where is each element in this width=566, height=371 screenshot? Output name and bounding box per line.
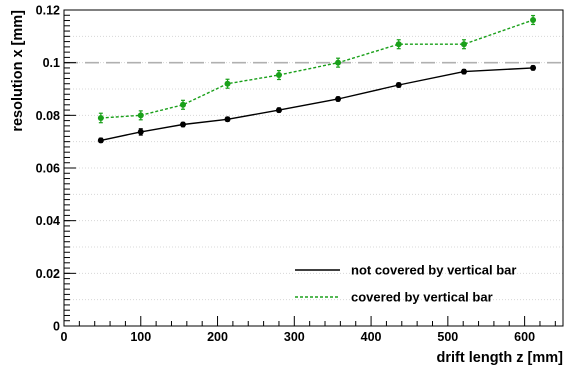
data-point bbox=[179, 121, 186, 128]
y-tick-label: 0.02 bbox=[36, 267, 60, 281]
legend: not covered by vertical bar covered by ve… bbox=[295, 263, 516, 305]
y-tick-label: 0.06 bbox=[36, 162, 60, 176]
data-point bbox=[395, 41, 402, 48]
y-tick-label: 0.08 bbox=[36, 109, 60, 123]
data-point bbox=[395, 82, 402, 89]
data-point bbox=[335, 59, 342, 66]
data-point bbox=[179, 101, 186, 108]
data-point bbox=[335, 96, 342, 103]
data-point bbox=[530, 17, 537, 24]
data-point bbox=[137, 128, 144, 135]
legend-label: not covered by vertical bar bbox=[351, 263, 516, 278]
data-point bbox=[137, 112, 144, 119]
x-tick-label: 600 bbox=[514, 330, 535, 344]
grid-lines bbox=[64, 35, 563, 301]
x-tick-label: 400 bbox=[361, 330, 382, 344]
data-point bbox=[530, 64, 537, 71]
series-layer bbox=[97, 14, 537, 144]
series-line-0 bbox=[100, 67, 534, 142]
x-tick-label: 200 bbox=[207, 330, 228, 344]
data-point bbox=[224, 116, 231, 123]
data-point bbox=[460, 68, 467, 75]
y-tick-label: 0.1 bbox=[43, 56, 60, 70]
data-point bbox=[224, 80, 231, 87]
data-point bbox=[460, 41, 467, 48]
y-tick-label: 0 bbox=[53, 320, 60, 334]
y-tick-label: 0.04 bbox=[36, 214, 60, 228]
y-axis-title: resolution x [mm] bbox=[10, 10, 26, 132]
axes: 0 0.02 0.04 0.06 0.08 0.1 0.12 0 100 200 300 400 500… bbox=[36, 4, 556, 344]
data-point bbox=[275, 72, 282, 79]
x-tick-label: 100 bbox=[130, 330, 151, 344]
legend-label: covered by vertical bar bbox=[351, 290, 493, 305]
data-point bbox=[97, 137, 104, 144]
data-point bbox=[97, 114, 104, 121]
y-tick-label: 0.12 bbox=[36, 4, 60, 18]
x-axis-title: drift length z [mm] bbox=[437, 350, 564, 366]
x-tick-label: 0 bbox=[61, 330, 68, 344]
x-tick-label: 300 bbox=[284, 330, 305, 344]
data-point bbox=[275, 107, 282, 114]
x-tick-label: 500 bbox=[437, 330, 458, 344]
